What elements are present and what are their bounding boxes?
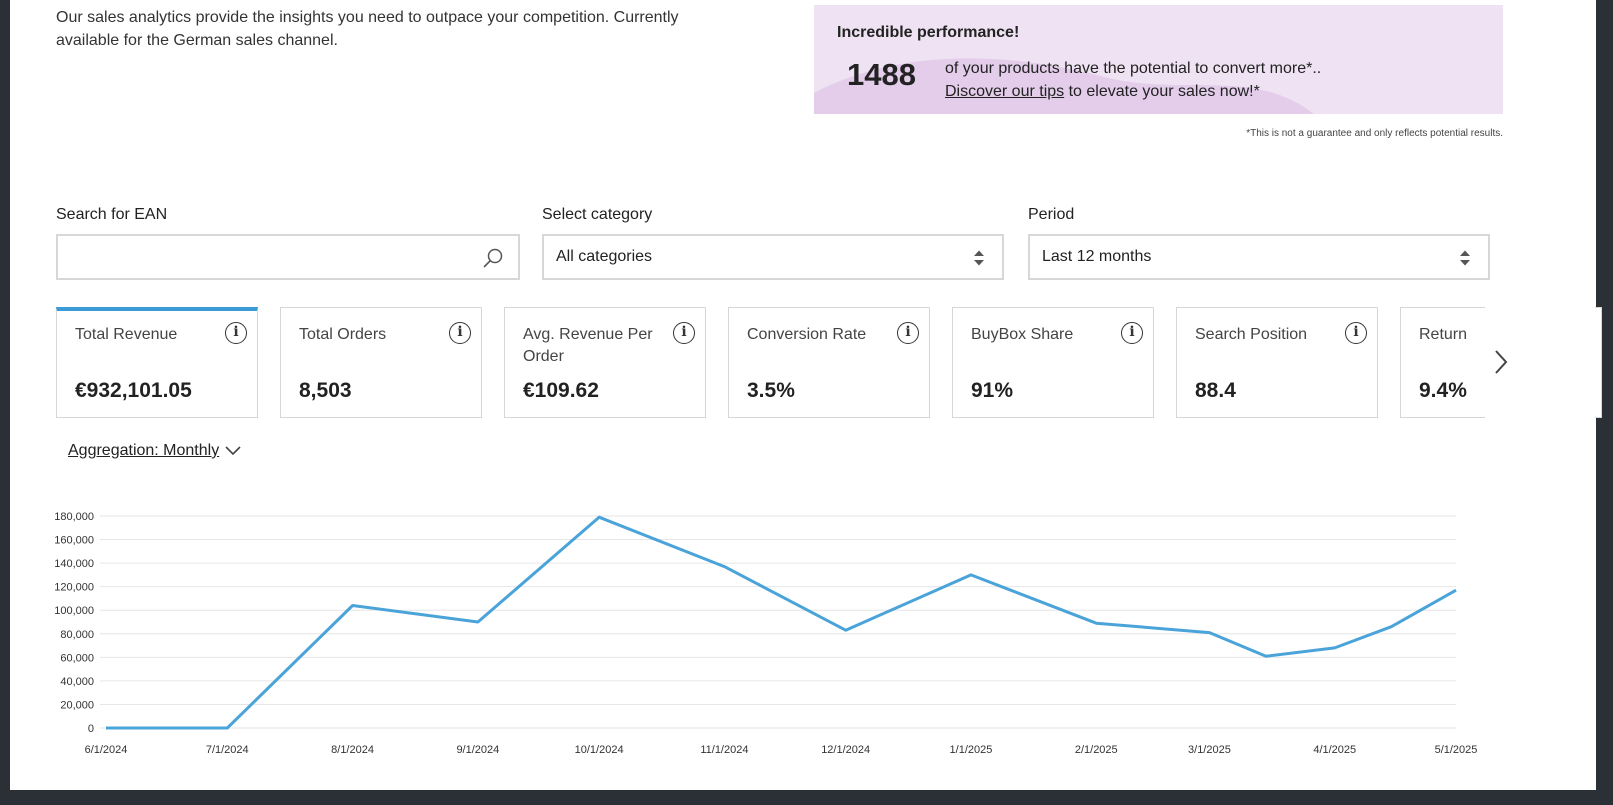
banner-wave-decoration bbox=[814, 58, 1314, 114]
period-select-value: Last 12 months bbox=[1042, 248, 1152, 265]
info-icon[interactable]: i bbox=[673, 322, 695, 344]
x-tick-label: 2/1/2025 bbox=[1075, 744, 1118, 756]
y-tick-label: 180,000 bbox=[54, 511, 94, 523]
x-tick-label: 1/1/2025 bbox=[950, 744, 993, 756]
kpi-label: Conversion Rate bbox=[747, 326, 867, 343]
y-tick-label: 120,000 bbox=[54, 582, 94, 594]
info-icon[interactable]: i bbox=[1345, 322, 1367, 344]
kpi-value: €109.62 bbox=[523, 379, 599, 402]
banner-message-line1: of your products have the potential to c… bbox=[945, 60, 1322, 77]
aggregation-dropdown[interactable]: Aggregation: Monthly bbox=[68, 442, 241, 460]
kpi-label: Search Position bbox=[1195, 326, 1308, 343]
chevron-down-icon bbox=[225, 446, 241, 455]
sales-analytics-page: Our sales analytics provide the insights… bbox=[10, 0, 1602, 790]
banner-title: Incredible performance! bbox=[837, 24, 1020, 41]
y-tick-label: 140,000 bbox=[54, 558, 94, 570]
kpi-value: 9.4% bbox=[1419, 379, 1467, 402]
kpi-value: €932,101.05 bbox=[75, 379, 192, 402]
x-tick-label: 10/1/2024 bbox=[575, 744, 624, 756]
y-tick-label: 80,000 bbox=[60, 629, 94, 641]
x-tick-label: 3/1/2025 bbox=[1188, 744, 1231, 756]
kpi-card-search-position[interactable]: Search Position i 88.4 bbox=[1176, 307, 1378, 418]
kpi-value: 8,503 bbox=[299, 379, 352, 402]
kpi-value: 3.5% bbox=[747, 379, 795, 402]
y-tick-label: 60,000 bbox=[60, 652, 94, 664]
x-tick-label: 6/1/2024 bbox=[85, 744, 128, 756]
banner-disclaimer: *This is not a guarantee and only reflec… bbox=[1246, 128, 1503, 139]
kpi-label: BuyBox Share bbox=[971, 326, 1074, 343]
category-select-value: All categories bbox=[556, 248, 653, 265]
x-tick-label: 4/1/2025 bbox=[1313, 744, 1356, 756]
banner-message: of your products have the potential to c… bbox=[945, 57, 1321, 103]
info-icon[interactable]: i bbox=[225, 322, 247, 344]
kpi-label: Total Revenue bbox=[75, 326, 178, 343]
info-icon[interactable]: i bbox=[1121, 322, 1143, 344]
discover-tips-link[interactable]: Discover our tips bbox=[945, 83, 1065, 100]
y-tick-label: 40,000 bbox=[60, 676, 94, 688]
kpi-card-total-revenue[interactable]: Total Revenue i €932,101.05 bbox=[56, 307, 258, 418]
intro-text: Our sales analytics provide the insights… bbox=[56, 9, 679, 49]
select-arrows-icon bbox=[1460, 250, 1470, 266]
period-label: Period bbox=[1028, 206, 1075, 223]
kpi-carousel-fade bbox=[1485, 300, 1595, 424]
info-icon[interactable]: i bbox=[897, 322, 919, 344]
kpi-value: 91% bbox=[971, 379, 1014, 402]
banner-product-count: 1488 bbox=[847, 57, 916, 92]
banner-message-line2: Discover our tips to elevate your sales … bbox=[945, 80, 1321, 103]
y-tick-label: 160,000 bbox=[54, 535, 94, 547]
search-icon[interactable] bbox=[482, 247, 504, 269]
select-arrows-icon bbox=[974, 250, 984, 266]
search-ean-label: Search for EAN bbox=[56, 206, 168, 223]
x-tick-label: 9/1/2024 bbox=[456, 744, 499, 756]
y-tick-label: 100,000 bbox=[54, 605, 94, 617]
revenue-series-line bbox=[106, 515, 1457, 730]
category-select[interactable]: All categories bbox=[542, 234, 1004, 280]
banner-message-suffix: to elevate your sales now!* bbox=[1064, 83, 1260, 100]
kpi-label: Return bbox=[1419, 326, 1468, 343]
x-tick-label: 5/1/2025 bbox=[1435, 744, 1478, 756]
kpi-value: 88.4 bbox=[1195, 379, 1236, 402]
y-tick-label: 20,000 bbox=[60, 699, 94, 711]
revenue-line-chart: 0 20,000 40,000 60,000 80,000 100,000 120,000 1… bbox=[54, 511, 1478, 756]
search-ean-input[interactable] bbox=[56, 234, 520, 280]
kpi-card-total-orders[interactable]: Total Orders i 8,503 bbox=[280, 307, 482, 418]
kpi-card-conversion-rate[interactable]: Conversion Rate i 3.5% bbox=[728, 307, 930, 418]
chevron-right-icon[interactable] bbox=[1493, 348, 1509, 376]
performance-banner: Incredible performance! 1488 of your pro… bbox=[814, 5, 1503, 114]
y-tick-label: 0 bbox=[88, 723, 94, 735]
kpi-label: Total Orders bbox=[299, 326, 387, 343]
kpi-card-buybox-share[interactable]: BuyBox Share i 91% bbox=[952, 307, 1154, 418]
aggregation-label: Aggregation: Monthly bbox=[68, 442, 220, 459]
x-tick-label: 11/1/2024 bbox=[700, 744, 748, 756]
x-tick-label: 8/1/2024 bbox=[331, 744, 374, 756]
select-category-label: Select category bbox=[542, 206, 653, 223]
period-select[interactable]: Last 12 months bbox=[1028, 234, 1490, 280]
info-icon[interactable]: i bbox=[449, 322, 471, 344]
x-tick-label: 12/1/2024 bbox=[821, 744, 870, 756]
x-tick-label: 7/1/2024 bbox=[206, 744, 249, 756]
kpi-label: Avg. Revenue Per Order bbox=[523, 326, 653, 365]
kpi-card-avg-revenue-per-order[interactable]: Avg. Revenue Per Order i €109.62 bbox=[504, 307, 706, 418]
